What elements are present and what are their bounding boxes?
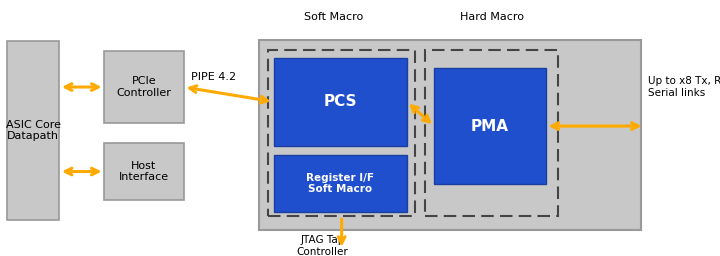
Text: Soft Macro: Soft Macro bbox=[304, 12, 363, 22]
Text: JTAG Tap
Controller: JTAG Tap Controller bbox=[297, 235, 348, 256]
Text: PCS: PCS bbox=[323, 94, 357, 109]
Bar bbox=[7, 41, 59, 220]
Bar bbox=[274, 58, 407, 146]
Text: Hard Macro: Hard Macro bbox=[460, 12, 523, 22]
Bar bbox=[434, 68, 546, 184]
Text: Host
Interface: Host Interface bbox=[119, 161, 169, 182]
Text: ASIC Core
Datapath: ASIC Core Datapath bbox=[6, 120, 60, 141]
Bar bbox=[268, 50, 415, 216]
Bar bbox=[104, 143, 184, 200]
Text: PMA: PMA bbox=[471, 119, 509, 134]
Bar bbox=[259, 40, 641, 230]
Text: PIPE 4.2: PIPE 4.2 bbox=[191, 72, 235, 82]
Text: Register I/F
Soft Macro: Register I/F Soft Macro bbox=[306, 173, 374, 195]
Text: Up to x8 Tx, Rx
Serial links: Up to x8 Tx, Rx Serial links bbox=[648, 76, 720, 98]
Text: PCIe
Controller: PCIe Controller bbox=[117, 76, 171, 98]
Bar bbox=[425, 50, 558, 216]
Bar bbox=[104, 51, 184, 123]
Bar bbox=[274, 155, 407, 212]
